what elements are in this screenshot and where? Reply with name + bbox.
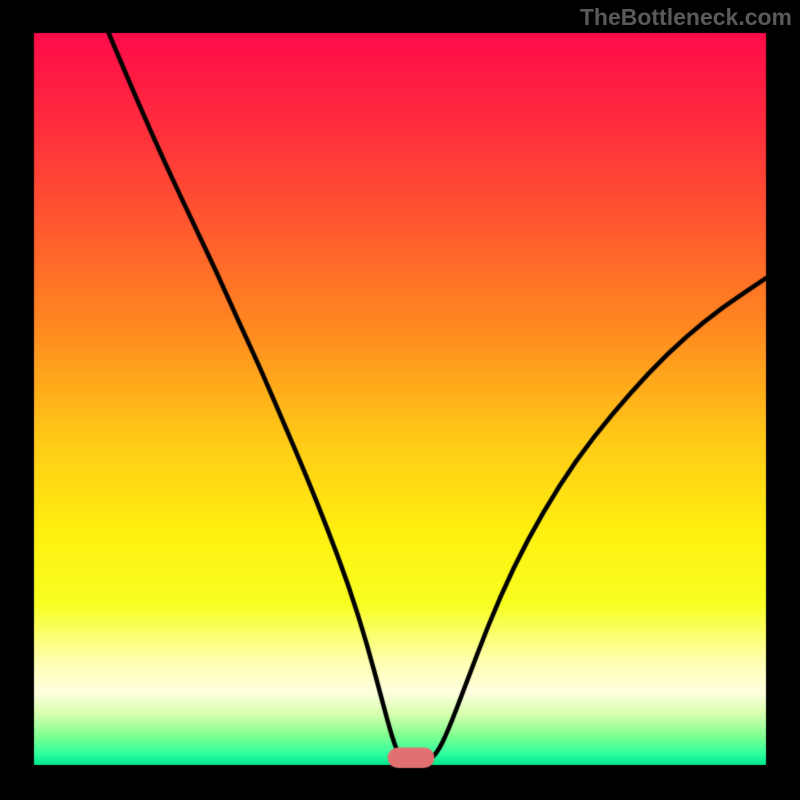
watermark-text: TheBottleneck.com — [580, 4, 792, 31]
bottleneck-chart — [0, 0, 800, 800]
